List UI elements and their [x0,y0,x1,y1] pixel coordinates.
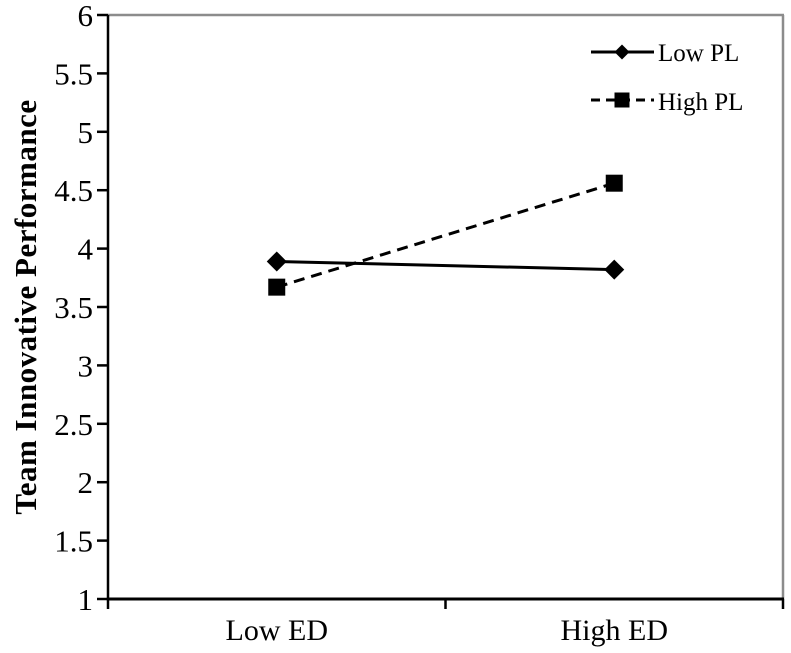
y-tick-label: 1 [78,582,94,617]
series-high-pl-square-marker [605,174,623,192]
y-tick-label: 2.5 [54,407,93,442]
legend-glyphs [591,44,654,108]
series-low-pl-diamond-marker [266,251,287,272]
legend-low-pl-diamond-marker [614,44,630,60]
y-tick-label: 5 [78,115,94,150]
legend-label-high-pl: High PL [658,89,743,116]
y-tick-label: 3 [78,348,94,383]
legend-label-low-pl: Low PL [658,40,739,67]
y-tick-label: 1.5 [54,524,93,559]
series-high-pl-line [276,181,615,289]
y-tick-label: 4.5 [54,173,93,208]
series-layer [266,174,625,296]
x-axis-ticks [106,599,785,609]
series-low-pl-diamond-marker [604,259,625,280]
y-tick-label: 2 [78,465,94,500]
legend-high-pl-square-marker [614,92,630,108]
y-axis-ticks: 6 5.5 5 4.5 4 3.5 3 2.5 2 1.5 1 [54,0,108,617]
x-tick-label-high-ed: High ED [561,614,669,647]
y-tick-label: 3.5 [54,290,93,325]
y-tick-label: 5.5 [54,56,93,91]
x-tick-label-low-ed: Low ED [226,614,328,647]
series-low-pl-line [276,259,615,272]
y-tick-label: 6 [78,0,94,33]
y-axis-title: Team Innovative Performance [8,99,43,514]
series-high-pl-square-marker [268,278,286,296]
y-tick-label: 4 [78,232,94,267]
